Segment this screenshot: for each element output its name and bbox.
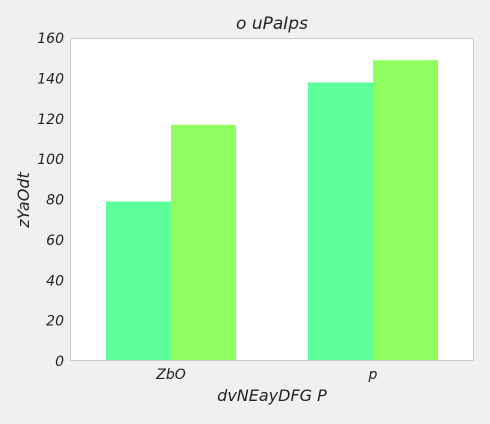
y-axis-label: zYaOdt: [14, 172, 33, 229]
bar-series2-ZbO: [171, 124, 236, 362]
y-tick-label: 80: [46, 193, 64, 209]
x-tick-label: p: [368, 367, 378, 383]
x-axis-ticks: ZbO p: [155, 367, 377, 383]
y-tick-label: 0: [55, 354, 64, 370]
y-axis-ticks: 0 20 40 60 80 100 120 140 160: [37, 31, 64, 370]
y-tick-label: 100: [37, 152, 64, 168]
y-tick-label: 20: [46, 314, 64, 330]
plot-border: [70, 38, 474, 361]
x-axis-label: dvNEayDFG P: [217, 386, 327, 405]
y-tick-label: 40: [46, 273, 64, 289]
bars: [106, 60, 438, 362]
bar-series1-p: [308, 82, 373, 361]
y-tick-label: 160: [37, 31, 64, 47]
y-tick-label: 60: [46, 233, 64, 249]
bar-series1-ZbO: [106, 201, 171, 361]
chart-title: o uPaIps: [236, 14, 308, 34]
bar-series2-p: [373, 60, 438, 362]
y-tick-label: 120: [37, 112, 64, 128]
y-tick-label: 140: [37, 71, 64, 87]
x-tick-label: ZbO: [155, 367, 186, 383]
